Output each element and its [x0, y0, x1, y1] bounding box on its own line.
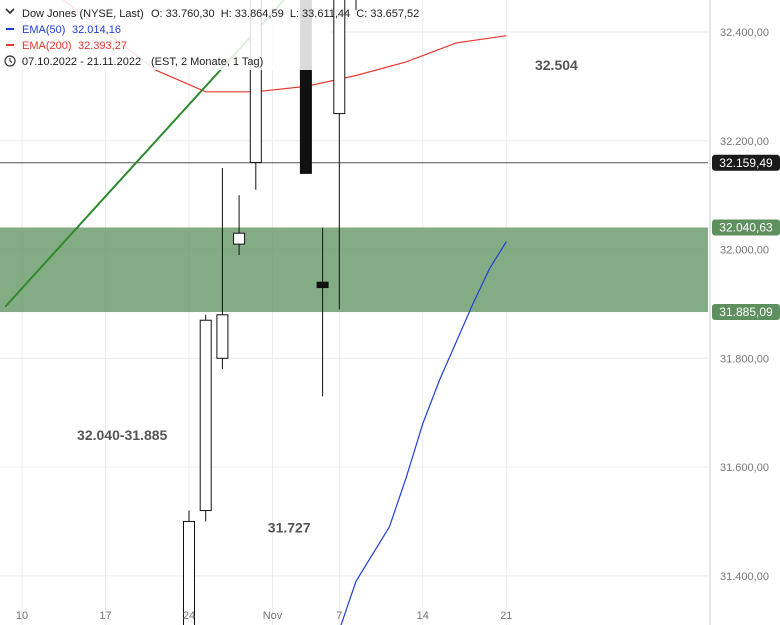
clock-icon — [4, 55, 16, 67]
x-tick-label: 17 — [99, 610, 111, 622]
period-detail: (EST, 2 Monate, 1 Tag) — [151, 56, 263, 68]
x-tick-label: 10 — [16, 610, 28, 622]
chart-header: Dow Jones (NYSE, Last) O: 33.760,30 H: 3… — [0, 0, 419, 70]
candle-up — [249, 0, 262, 164]
level-labels: 34.281,3633.987,0633.657,5233.355,3933.2… — [712, 154, 780, 321]
x-tick-label: Nov — [263, 610, 283, 622]
header-background — [0, 0, 330, 70]
level-badge-label: 32.159,49 — [719, 156, 773, 170]
level-badge-label: 31.885,09 — [719, 305, 773, 319]
level-badge — [712, 304, 780, 321]
candle-up — [199, 319, 212, 512]
ema50-value: 32.014,16 — [72, 24, 121, 36]
instrument-title: Dow Jones (NYSE, Last) — [22, 8, 144, 20]
support-zone — [0, 227, 708, 313]
x-axis: 10 17 24 Nov 7 14 21 — [16, 610, 513, 622]
ema50-label: EMA(50) — [22, 24, 65, 36]
level-badge — [712, 154, 780, 171]
candle-down — [316, 281, 329, 289]
x-tick-label: 24 — [183, 610, 195, 622]
x-tick-label: 14 — [417, 610, 429, 622]
y-tick-label: 31.800,00 — [720, 353, 769, 365]
level-badge — [712, 219, 780, 236]
support-trend-line — [4, 0, 286, 308]
y-tick-label: 32.000,00 — [720, 245, 769, 257]
candle-up — [333, 0, 346, 115]
candles — [183, 0, 357, 625]
y-tick-label: 31.600,00 — [720, 462, 769, 474]
y-tick-label: 32.400,00 — [720, 27, 769, 39]
candle-up — [183, 520, 195, 625]
ema200-label: EMA(200) — [22, 40, 72, 52]
level-badge-label: 32.040,63 — [719, 220, 773, 234]
period-range: 07.10.2022 - 21.11.2022 — [22, 56, 141, 68]
grid — [0, 0, 708, 625]
price-annotation: 31.727 — [268, 519, 311, 535]
price-annotation: 32.040-31.885 — [77, 427, 168, 443]
trend-lines — [4, 0, 286, 308]
ohlc-values: O: 33.760,30 H: 33.864,59 L: 33.611,44 C… — [151, 8, 419, 20]
support-zones — [0, 227, 708, 313]
level-lines — [0, 162, 708, 164]
candle-up — [233, 232, 246, 245]
y-tick-label: 31.400,00 — [720, 571, 769, 583]
price-annotation: 32.504 — [535, 57, 578, 73]
annotations: 34.28133.98733.355-33.27233.07232.83032.… — [77, 57, 578, 535]
candle-up — [216, 314, 229, 359]
ema50-line — [340, 241, 507, 625]
ema200-value: 32.393,27 — [78, 40, 127, 52]
x-tick-label: 7 — [336, 610, 342, 622]
x-tick-label: 21 — [500, 610, 512, 622]
chevron-down-icon[interactable] — [5, 8, 15, 15]
y-tick-label: 32.200,00 — [720, 136, 769, 148]
